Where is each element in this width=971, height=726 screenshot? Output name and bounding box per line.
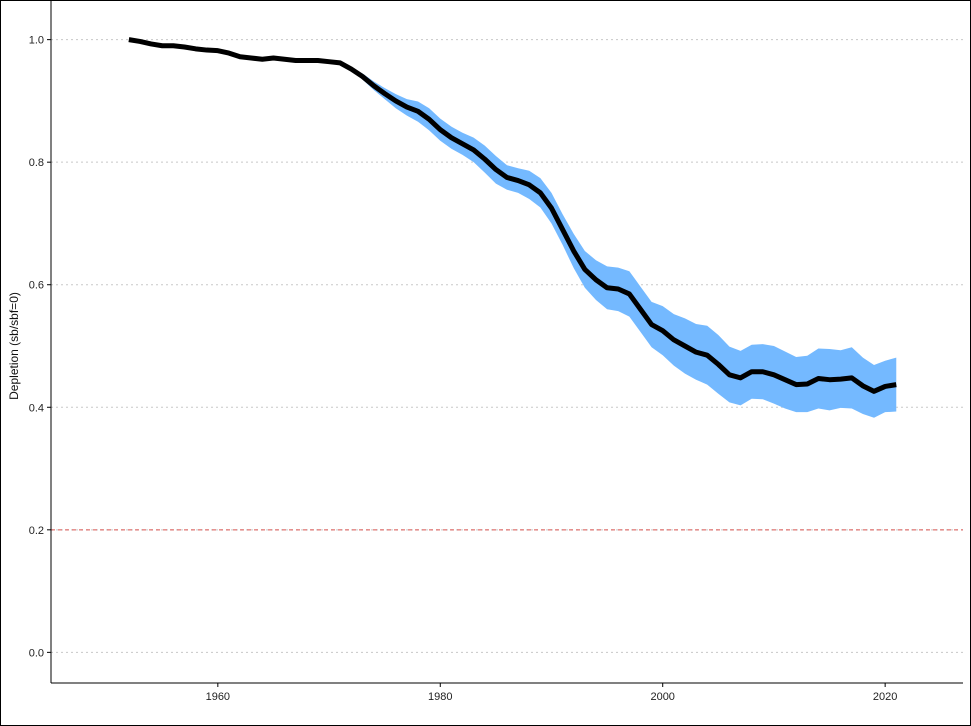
x-tick-label-3: 2020 bbox=[873, 691, 897, 703]
y-axis-title: Depletion (sb/sbf=0) bbox=[7, 292, 21, 400]
depletion-line-0 bbox=[128, 37, 897, 394]
y-tick-label-1: 0.2 bbox=[29, 525, 44, 537]
grid-layer bbox=[51, 39, 963, 653]
y-tick-label-2: 0.4 bbox=[29, 402, 44, 414]
y-tick-label-3: 0.6 bbox=[29, 280, 44, 292]
x-tick-label-2: 2000 bbox=[650, 691, 674, 703]
band-layer bbox=[128, 39, 897, 418]
y-tick-label-0: 0.0 bbox=[29, 647, 44, 659]
confidence-band-0 bbox=[128, 39, 897, 418]
x-tick-label-1: 1980 bbox=[428, 691, 452, 703]
x-tick-label-0: 1960 bbox=[206, 691, 230, 703]
axis-layer: 0.0 0.2 0.4 0.6 0.8 1.0 1960 1980 2000 2020 bbox=[29, 1, 963, 703]
line-layer bbox=[128, 37, 897, 394]
y-tick-label-5: 1.0 bbox=[29, 35, 44, 47]
y-tick-label-4: 0.8 bbox=[29, 157, 44, 169]
